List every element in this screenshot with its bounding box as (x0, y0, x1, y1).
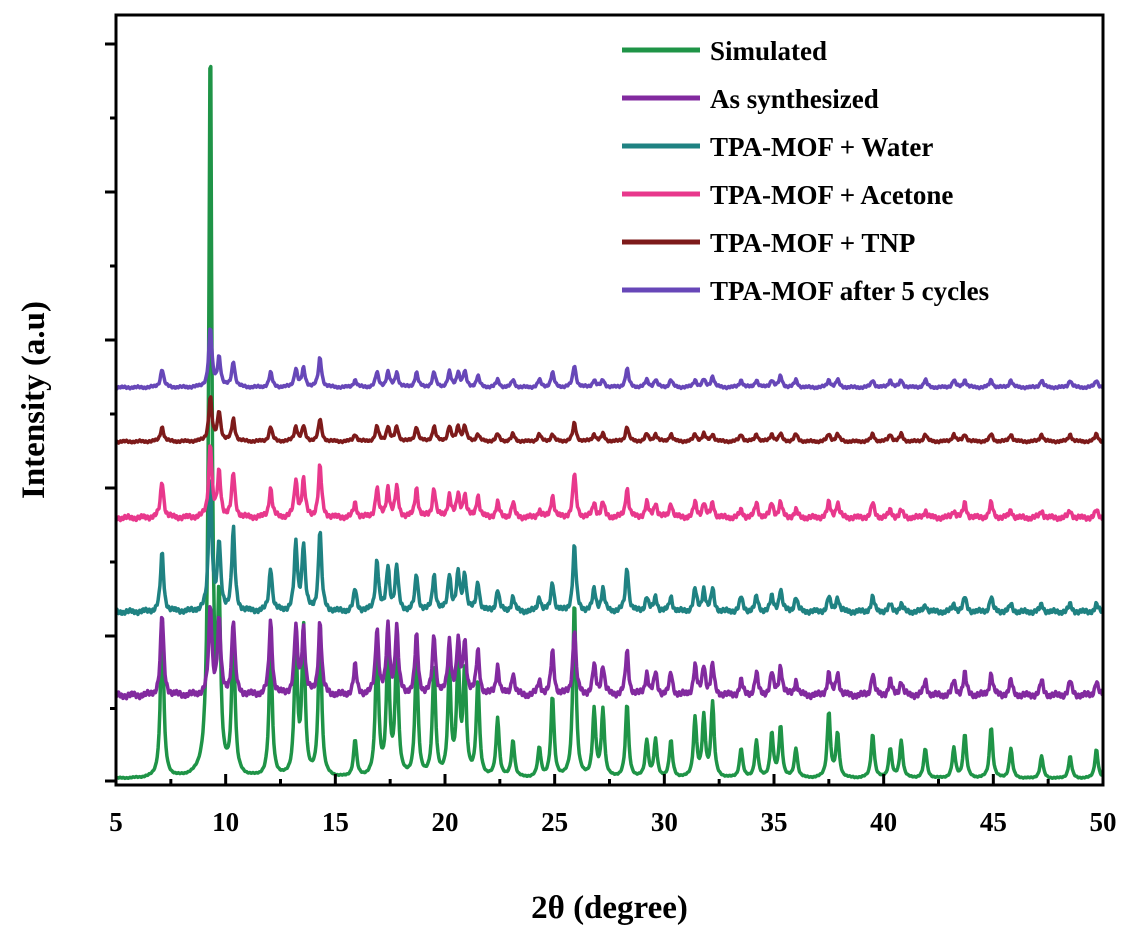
x-tick-label: 5 (109, 807, 123, 837)
x-tick-label: 10 (212, 807, 239, 837)
series-line-1 (115, 64, 1104, 781)
x-tick-label: 35 (761, 807, 788, 837)
legend-label: TPA-MOF + TNP (710, 228, 915, 258)
series-line-6 (114, 327, 1104, 391)
x-tick-label: 25 (541, 807, 568, 837)
x-tick-label: 45 (980, 807, 1007, 837)
series-line-4 (114, 444, 1105, 523)
legend-label: TPA-MOF after 5 cycles (710, 276, 989, 306)
x-tick-label: 20 (432, 807, 459, 837)
legend-label: As synthesized (710, 84, 879, 114)
x-tick-label: 50 (1090, 807, 1117, 837)
plot-frame (114, 13, 1105, 787)
legend-label: TPA-MOF + Water (710, 132, 933, 162)
legend-label: Simulated (710, 36, 827, 66)
series-layer (114, 64, 1105, 781)
x-axis-title: 2θ (degree) (531, 890, 688, 926)
x-tick-label: 30 (651, 807, 678, 837)
series-line-5 (114, 395, 1104, 445)
ticks-layer: 5 10 15 20 25 30 35 40 45 50 (105, 42, 1117, 837)
legend-label: TPA-MOF + Acetone (710, 180, 953, 210)
legend: Simulated As synthesized TPA-MOF + Water TP… (622, 36, 989, 306)
y-axis-title: Intensity (a.u) (16, 301, 52, 499)
series-line-2 (114, 604, 1105, 701)
x-tick-label: 40 (870, 807, 897, 837)
series-line-3 (114, 479, 1104, 617)
x-tick-label: 15 (322, 807, 349, 837)
